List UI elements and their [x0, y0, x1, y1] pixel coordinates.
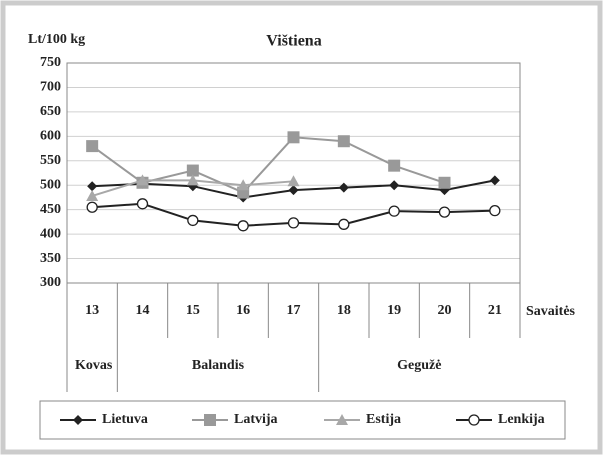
data-point	[388, 205, 400, 217]
y-tick-label: 600	[40, 129, 61, 144]
data-point	[288, 185, 299, 196]
data-point	[389, 180, 400, 191]
plot-frame	[66, 62, 521, 284]
data-point	[186, 164, 199, 177]
x-tick-label: 20	[438, 303, 452, 318]
data-point	[388, 159, 401, 172]
x-tick-label: 14	[136, 303, 150, 318]
y-tick-label: 650	[40, 104, 61, 119]
y-tick-label: 700	[40, 80, 61, 95]
data-point	[237, 220, 249, 232]
data-point	[489, 175, 500, 186]
month-label: Balandis	[192, 358, 245, 373]
data-point	[338, 218, 350, 230]
data-point	[287, 131, 300, 144]
legend-marker	[204, 414, 216, 426]
y-tick-label: 550	[40, 153, 61, 168]
data-point	[187, 214, 199, 227]
data-point	[136, 174, 149, 186]
legend-label: Latvija	[234, 412, 278, 427]
x-tick-label: 13	[85, 303, 99, 318]
x-axis-label: Savaitės	[526, 304, 576, 319]
x-tick-label: 16	[236, 303, 250, 318]
y-tick-label: 400	[40, 226, 61, 241]
legend-box	[39, 400, 566, 440]
data-point	[136, 198, 149, 210]
month-label: Kovas	[75, 358, 113, 373]
y-tick-label: 300	[40, 275, 61, 290]
data-point	[489, 204, 501, 217]
legend-marker	[336, 414, 348, 425]
month-label: Gegužė	[397, 358, 441, 373]
data-point	[287, 217, 300, 229]
y-tick-label: 450	[40, 202, 61, 217]
data-point	[438, 206, 451, 218]
data-point	[287, 175, 300, 187]
data-point	[438, 176, 451, 189]
legend-marker	[73, 415, 83, 425]
data-point	[86, 189, 99, 201]
data-point	[337, 135, 350, 148]
x-tick-label: 17	[287, 303, 301, 318]
data-point	[186, 174, 199, 186]
chart-title: Vištiena	[266, 33, 321, 50]
data-point	[86, 140, 99, 153]
data-point	[237, 179, 250, 191]
y-tick-label: 350	[40, 251, 61, 266]
y-axis-label: Lt/100 kg	[28, 32, 85, 47]
x-tick-label: 18	[337, 303, 351, 318]
data-point	[86, 201, 98, 213]
data-point	[87, 181, 98, 192]
y-tick-label: 750	[40, 55, 61, 70]
data-point	[338, 182, 349, 193]
x-tick-label: 21	[488, 303, 502, 318]
x-tick-label: 15	[186, 303, 200, 318]
legend-label: Lenkija	[498, 412, 545, 427]
legend-marker	[468, 414, 480, 426]
x-tick-label: 19	[387, 303, 401, 318]
legend-label: Estija	[366, 412, 401, 427]
y-tick-label: 500	[40, 177, 61, 192]
legend-label: Lietuva	[102, 412, 148, 427]
